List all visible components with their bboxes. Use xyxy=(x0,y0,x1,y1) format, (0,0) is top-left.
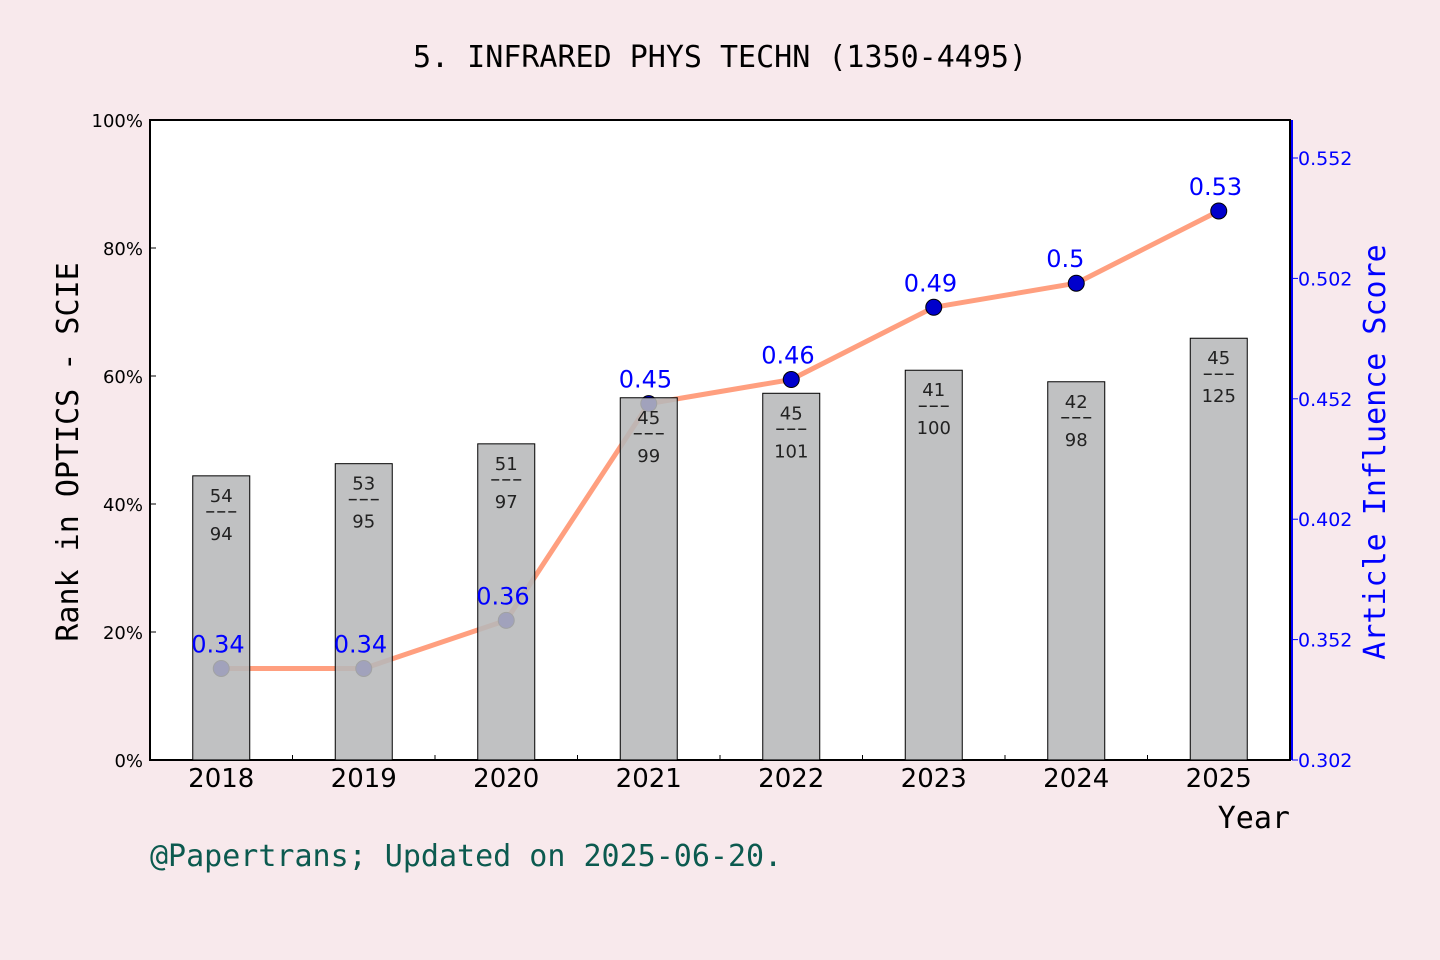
influence-point xyxy=(1067,274,1085,292)
y-tick-label: 40% xyxy=(103,495,143,516)
influence-label: 0.34 xyxy=(191,630,244,658)
influence-point xyxy=(925,298,943,316)
influence-label: 0.45 xyxy=(619,366,672,394)
x-tick-label: 2024 xyxy=(1043,764,1109,794)
x-tick-label: 2018 xyxy=(188,764,254,794)
rank-bar xyxy=(477,443,536,761)
rank-total-label: 125 xyxy=(1202,386,1236,407)
rank-label: 53 xyxy=(352,474,375,495)
influence-label: 0.34 xyxy=(334,630,387,658)
x-tick-label: 2025 xyxy=(1186,764,1252,794)
influence-label: 0.49 xyxy=(904,269,957,297)
rank-bar xyxy=(192,475,251,761)
rank-bar xyxy=(1047,381,1106,761)
rank-label: 51 xyxy=(495,454,518,475)
footer-text: @Papertrans; Updated on 2025-06-20. xyxy=(150,839,782,874)
rank-total-label: 97 xyxy=(495,492,518,513)
y2-tick-label: 0.302 xyxy=(1298,750,1352,772)
y2-tick-label: 0.452 xyxy=(1298,389,1352,411)
rank-bar xyxy=(904,369,963,761)
rank-total-label: 98 xyxy=(1065,430,1088,451)
y-axis-label: Rank in OPTICS - SCIE xyxy=(51,262,86,641)
rank-total-label: 101 xyxy=(774,441,808,462)
y-tick-label: 20% xyxy=(103,623,143,644)
rank-bar xyxy=(762,392,821,761)
y2-tick-label: 0.502 xyxy=(1298,268,1352,290)
y2-tick-label: 0.352 xyxy=(1298,630,1352,652)
y-tick-label: 60% xyxy=(103,367,143,388)
x-tick-label: 2020 xyxy=(473,764,539,794)
rank-label: 41 xyxy=(922,380,945,401)
x-tick-label: 2019 xyxy=(331,764,397,794)
influence-point xyxy=(1210,202,1228,220)
y-tick-label: 100% xyxy=(92,111,143,132)
x-axis-label: Year xyxy=(1218,801,1290,836)
chart-title: 5. INFRARED PHYS TECHN (1350-4495) xyxy=(413,40,1027,75)
x-tick-label: 2023 xyxy=(901,764,967,794)
influence-label: 0.53 xyxy=(1189,173,1242,201)
rank-total-label: 99 xyxy=(637,446,660,467)
influence-label: 0.46 xyxy=(761,342,814,370)
y2-axis-label: Article Influence Score xyxy=(1358,244,1393,659)
rank-label: 54 xyxy=(210,486,233,507)
y-tick-label: 0% xyxy=(114,751,143,772)
y2-tick-label: 0.552 xyxy=(1298,148,1352,170)
rank-total-label: 100 xyxy=(917,418,951,439)
rank-label: 45 xyxy=(1207,348,1230,369)
x-tick-label: 2022 xyxy=(758,764,824,794)
rank-bar xyxy=(1189,337,1248,761)
rank-bar xyxy=(619,397,678,761)
influence-label: 0.36 xyxy=(476,582,529,610)
rank-label: 42 xyxy=(1065,392,1088,413)
rank-bar xyxy=(334,463,393,761)
influence-label: 0.5 xyxy=(1046,245,1084,273)
influence-point xyxy=(782,371,800,389)
rank-label: 45 xyxy=(780,403,803,424)
rank-total-label: 95 xyxy=(352,512,375,533)
plot-area xyxy=(149,119,1291,761)
rank-label: 45 xyxy=(637,408,660,429)
y-tick-label: 80% xyxy=(103,239,143,260)
rank-total-label: 94 xyxy=(210,524,233,545)
y2-tick-label: 0.402 xyxy=(1298,509,1352,531)
x-tick-label: 2021 xyxy=(616,764,682,794)
